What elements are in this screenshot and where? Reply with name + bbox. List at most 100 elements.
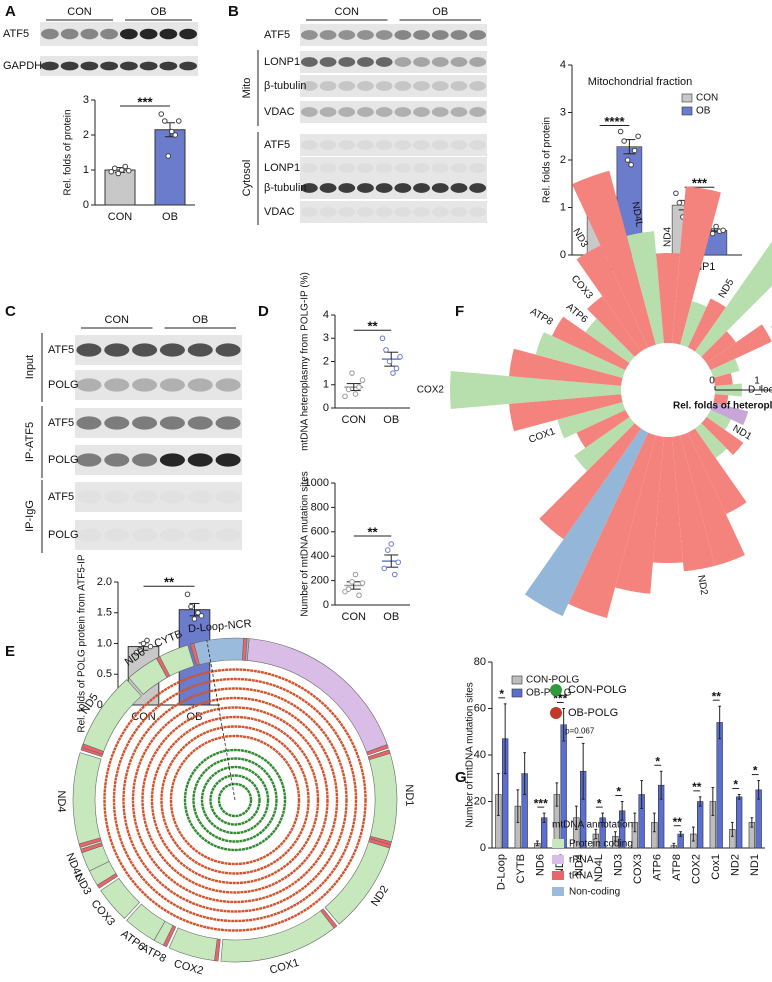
blot-band [132,343,158,357]
data-point [137,646,143,653]
annotation-swatch [552,887,564,896]
blot-band [300,57,318,67]
annotation-swatch [552,839,564,848]
polar-wedge [694,423,727,458]
legend-dot [550,707,562,719]
group-label: CON [335,6,360,18]
blot-band [431,207,449,217]
error-bar [659,770,663,800]
gene-segment [367,749,398,843]
x-tick-label: CON [108,211,133,223]
error-bar [523,752,527,796]
error-bar [496,773,500,816]
significance: *** [534,796,548,810]
data-point [349,579,355,585]
section-label: IP-IgG [24,500,36,532]
y-tick-label: 1.0 [97,637,112,649]
y-axis-label: Number of mtDNA mutation sites [300,471,311,617]
polar-wedge [706,409,731,430]
polar-wedge [672,186,721,345]
y-tick-label: 0 [560,249,566,261]
blot-strip [300,134,487,156]
blot-band [159,453,185,467]
row-label: LONP1 [264,56,300,68]
group-label: CON [105,314,130,326]
blot-band [319,207,337,217]
data-point [140,640,147,647]
blot-band [139,28,158,40]
trna-segment [367,749,391,761]
blot-band [450,183,468,193]
data-point [713,223,719,230]
blot-band [216,528,241,541]
y-axis-label: Rel. folds of protein [542,117,553,203]
polar-wedge [680,301,707,348]
blot-band [300,163,318,173]
blot-band [394,163,412,173]
blot-band [469,81,487,91]
polar-wedge [701,416,744,456]
data-point [673,190,679,197]
blot-band [159,378,185,392]
significance: * [733,778,738,792]
blot-band [187,453,213,467]
blot-band [450,163,468,173]
row-label: VDAC [264,106,295,118]
gene-label: COX1 [268,957,300,977]
error-bar [757,780,761,800]
polar-wedge [524,428,649,617]
error-bar [640,780,644,809]
data-point [125,167,132,174]
data-point [393,365,400,372]
data-point [184,591,191,598]
error-bar [594,828,598,840]
polar-wedge [572,170,656,348]
con-ring [209,774,261,826]
significance: * [499,687,504,701]
gene-segment [192,637,250,666]
legend-label: CON-POLG [568,684,627,696]
blot-band [159,343,185,357]
data-point [198,613,205,619]
polar-wedge [713,373,733,386]
y-tick-label: 1.5 [97,607,112,619]
r-axis-label: Rel. folds of heteroplasy [673,401,772,412]
blot-band [357,140,374,150]
panel-label: A [5,3,16,20]
blot-band [394,81,412,91]
blot-band [469,57,487,67]
data-point [709,230,716,237]
data-point [352,391,359,397]
blot-band [357,183,374,193]
blot-band [450,30,468,40]
x-tick-label: OB [383,611,399,623]
y-tick-label: 1 [323,379,329,391]
polar-wedge [710,358,740,378]
blot-band [469,107,487,117]
row-label: β-tubulin [264,80,306,92]
polar-wedge [706,324,772,371]
blot-band [375,30,393,40]
data-point [342,393,348,400]
data-point [356,384,362,390]
y-tick-label: 40 [474,749,486,761]
blot-band [375,57,393,67]
blot-band [375,140,393,150]
ob-ring [131,696,339,904]
blot-band [338,183,356,193]
data-point [395,559,402,566]
trna-segment [189,642,200,666]
annotation-label: rRNA [569,855,594,866]
con-ring [183,748,287,852]
blot-band [215,453,241,467]
row-label: VDAC [264,206,295,218]
wedge-label: ND4L [629,201,644,229]
bar [696,801,704,849]
blot-strip [75,482,242,512]
blot-band [300,207,318,217]
polar-wedge [587,296,642,357]
blot-band [319,140,337,150]
y-tick-label: 1 [83,164,89,176]
row-label: ATF5 [3,28,29,40]
data-point [383,347,389,353]
